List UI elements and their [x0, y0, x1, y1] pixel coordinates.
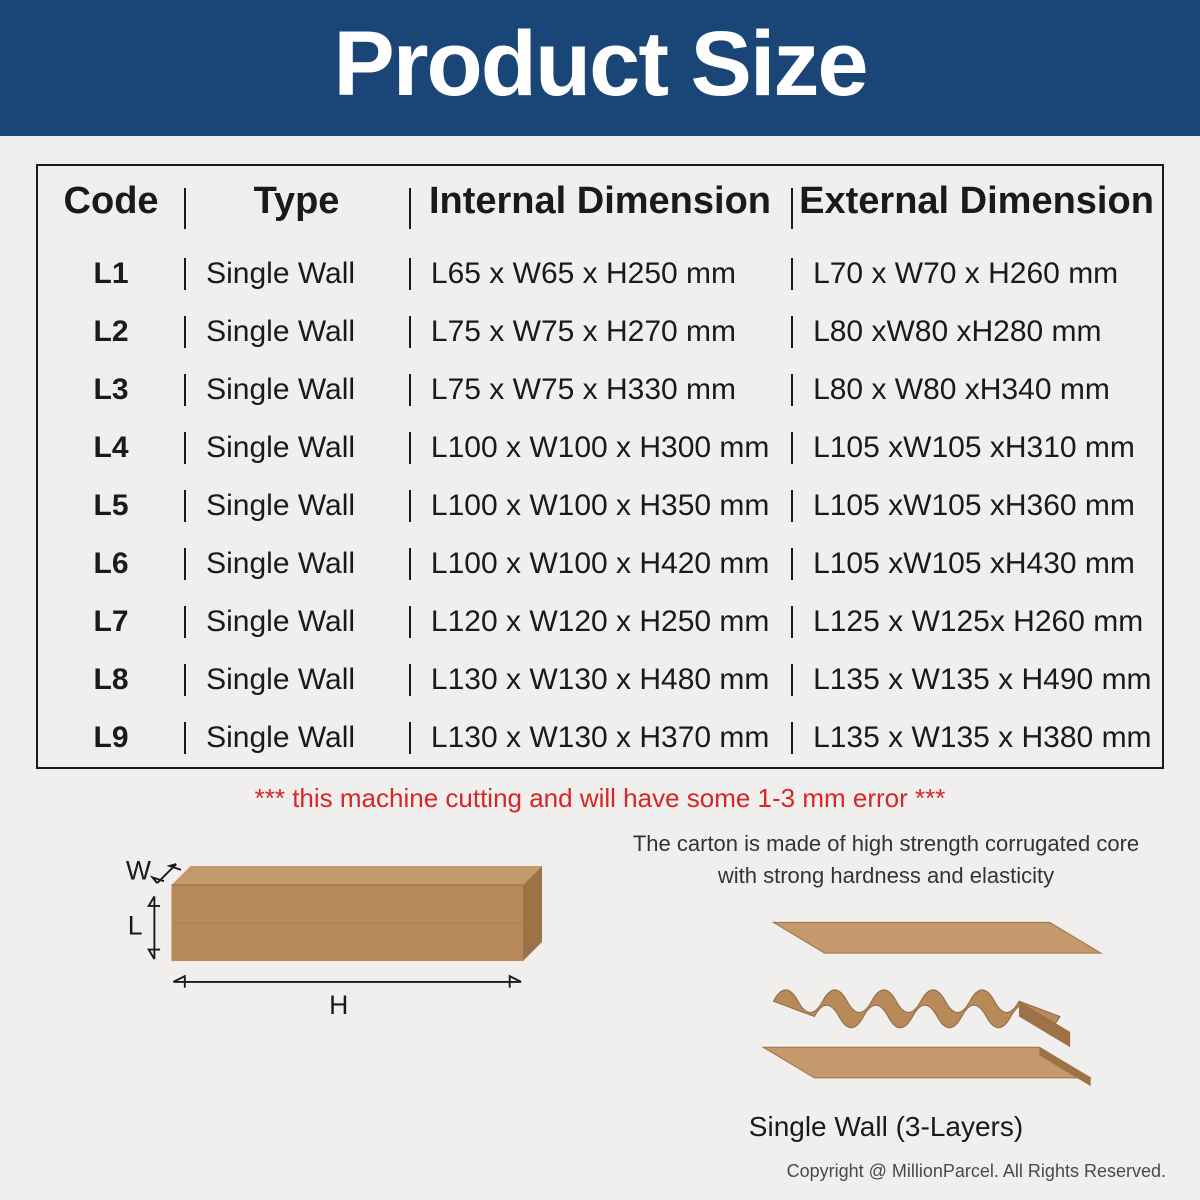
table-row: L8Single WallL130 x W130 x H480 mmL135 x… — [38, 651, 1162, 709]
cell-external: L105 xW105 xH430 mm — [791, 535, 1162, 593]
cell-internal: L75 x W75 x H330 mm — [409, 361, 791, 419]
col-internal: Internal Dimension — [409, 166, 791, 245]
bottom-figures: MillionParcel W L H The carton is made o… — [48, 828, 1152, 1143]
cell-code: L9 — [38, 709, 184, 767]
cell-external: L105 xW105 xH310 mm — [791, 419, 1162, 477]
corrugated-svg — [620, 904, 1152, 1098]
corrugated-description: The carton is made of high strength corr… — [620, 828, 1152, 892]
cell-code: L8 — [38, 651, 184, 709]
cell-internal: L65 x W65 x H250 mm — [409, 245, 791, 303]
cell-type: Single Wall — [184, 651, 409, 709]
corrugated-figure: The carton is made of high strength corr… — [620, 828, 1152, 1143]
cell-external: L70 x W70 x H260 mm — [791, 245, 1162, 303]
table-row: L7Single WallL120 x W120 x H250 mmL125 x… — [38, 593, 1162, 651]
col-type: Type — [184, 166, 409, 245]
box-watermark: MillionParcel — [219, 902, 305, 919]
cell-code: L4 — [38, 419, 184, 477]
cell-external: L135 x W135 x H490 mm — [791, 651, 1162, 709]
box-dimension-figure: MillionParcel W L H — [48, 828, 580, 1143]
cell-internal: L100 x W100 x H420 mm — [409, 535, 791, 593]
top-liner — [773, 922, 1100, 953]
cell-code: L3 — [38, 361, 184, 419]
table-row: L4Single WallL100 x W100 x H300 mmL105 x… — [38, 419, 1162, 477]
cell-type: Single Wall — [184, 477, 409, 535]
cell-code: L6 — [38, 535, 184, 593]
cell-internal: L100 x W100 x H300 mm — [409, 419, 791, 477]
table-row: L6Single WallL100 x W100 x H420 mmL105 x… — [38, 535, 1162, 593]
corrugated-caption: Single Wall (3-Layers) — [620, 1111, 1152, 1143]
cell-type: Single Wall — [184, 419, 409, 477]
page-title: Product Size — [333, 13, 866, 115]
size-table: Code Type Internal Dimension External Di… — [38, 166, 1162, 767]
cell-internal: L75 x W75 x H270 mm — [409, 303, 791, 361]
box-dimension-svg: MillionParcel W L H — [48, 828, 580, 1075]
cell-type: Single Wall — [184, 303, 409, 361]
l-label: L — [128, 910, 143, 940]
cell-code: L5 — [38, 477, 184, 535]
cell-type: Single Wall — [184, 593, 409, 651]
cell-type: Single Wall — [184, 361, 409, 419]
cell-internal: L100 x W100 x H350 mm — [409, 477, 791, 535]
cell-internal: L130 x W130 x H480 mm — [409, 651, 791, 709]
box-top-face — [172, 866, 543, 885]
table-header-row: Code Type Internal Dimension External Di… — [38, 166, 1162, 245]
cell-external: L80 xW80 xH280 mm — [791, 303, 1162, 361]
copyright-text: Copyright @ MillionParcel. All Rights Re… — [0, 1161, 1166, 1182]
cell-external: L105 xW105 xH360 mm — [791, 477, 1162, 535]
cell-internal: L120 x W120 x H250 mm — [409, 593, 791, 651]
cell-internal: L130 x W130 x H370 mm — [409, 709, 791, 767]
table-row: L9Single WallL130 x W130 x H370 mmL135 x… — [38, 709, 1162, 767]
table-row: L5Single WallL100 x W100 x H350 mmL105 x… — [38, 477, 1162, 535]
cell-code: L1 — [38, 245, 184, 303]
size-table-container: Code Type Internal Dimension External Di… — [36, 164, 1164, 769]
cell-external: L135 x W135 x H380 mm — [791, 709, 1162, 767]
col-code: Code — [38, 166, 184, 245]
table-row: L3Single WallL75 x W75 x H330 mmL80 x W8… — [38, 361, 1162, 419]
flute-layer — [773, 990, 1070, 1047]
table-row: L2Single WallL75 x W75 x H270 mmL80 xW80… — [38, 303, 1162, 361]
page-header: Product Size — [0, 0, 1200, 136]
w-label: W — [126, 855, 152, 885]
table-row: L1Single WallL65 x W65 x H250 mmL70 x W7… — [38, 245, 1162, 303]
cell-type: Single Wall — [184, 535, 409, 593]
cell-type: Single Wall — [184, 245, 409, 303]
cell-type: Single Wall — [184, 709, 409, 767]
cutting-warning: *** this machine cutting and will have s… — [0, 783, 1200, 814]
cell-external: L125 x W125x H260 mm — [791, 593, 1162, 651]
h-label: H — [329, 990, 348, 1020]
col-external: External Dimension — [791, 166, 1162, 245]
cell-external: L80 x W80 xH340 mm — [791, 361, 1162, 419]
cell-code: L7 — [38, 593, 184, 651]
cell-code: L2 — [38, 303, 184, 361]
